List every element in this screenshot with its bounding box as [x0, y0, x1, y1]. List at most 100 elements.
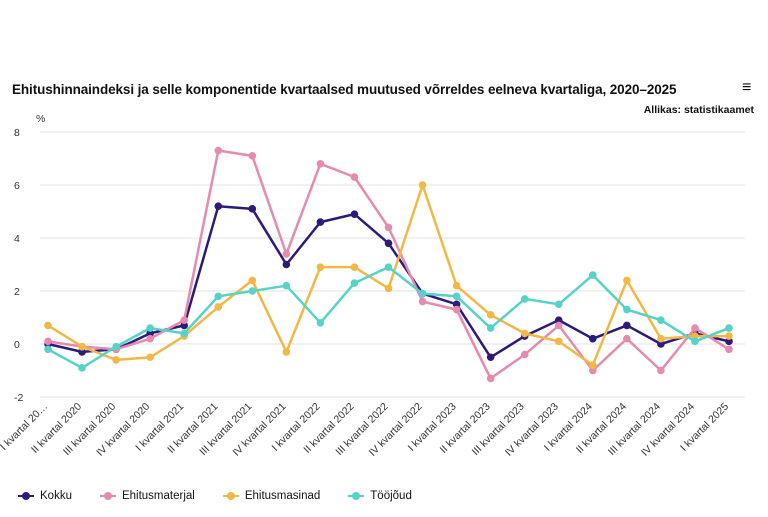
chart-source: Allikas: statistikaamet — [643, 104, 754, 116]
data-point[interactable] — [316, 263, 325, 271]
chart-title: Ehitushinnaindeksi ja selle komponentide… — [12, 82, 677, 97]
data-point[interactable] — [725, 337, 733, 346]
y-axis-unit: % — [36, 113, 45, 125]
legend-item[interactable]: Kokku — [18, 490, 72, 502]
series-Ehitusmaterjal — [44, 146, 733, 383]
data-point[interactable] — [554, 321, 563, 330]
chart-series — [44, 146, 733, 383]
data-point[interactable] — [623, 321, 631, 330]
data-point[interactable] — [452, 281, 461, 290]
data-point[interactable] — [350, 279, 359, 287]
data-point[interactable] — [554, 300, 563, 309]
data-point[interactable] — [44, 321, 52, 330]
data-point[interactable] — [657, 340, 665, 348]
y-tick-label: 2 — [14, 286, 20, 298]
data-point[interactable] — [452, 305, 461, 314]
data-point[interactable] — [350, 173, 359, 181]
data-point[interactable] — [214, 292, 223, 301]
data-point[interactable] — [282, 281, 291, 290]
data-point[interactable] — [384, 223, 393, 232]
data-point[interactable] — [418, 297, 427, 306]
data-point[interactable] — [78, 342, 86, 351]
legend-label: Ehitusmasinad — [244, 490, 321, 502]
data-point[interactable] — [384, 284, 393, 293]
series-Ehitusmasinad — [44, 181, 733, 370]
data-point[interactable] — [146, 329, 154, 338]
data-point[interactable] — [180, 329, 188, 338]
data-point[interactable] — [180, 316, 188, 324]
data-point[interactable] — [691, 337, 699, 346]
data-point[interactable] — [384, 263, 393, 271]
data-point[interactable] — [146, 334, 154, 343]
legend-item[interactable]: Ehitusmaterjal — [99, 490, 195, 502]
data-point[interactable] — [486, 311, 495, 319]
data-point[interactable] — [248, 152, 257, 160]
data-point[interactable] — [146, 353, 154, 362]
data-point[interactable] — [589, 334, 597, 343]
data-point[interactable] — [248, 205, 257, 213]
data-point[interactable] — [486, 353, 495, 362]
data-point[interactable] — [623, 334, 631, 343]
y-tick-label: 6 — [14, 180, 20, 192]
data-point[interactable] — [248, 287, 257, 295]
data-point[interactable] — [623, 276, 631, 285]
data-point[interactable] — [214, 303, 223, 311]
data-point[interactable] — [554, 337, 563, 346]
data-point[interactable] — [44, 345, 52, 354]
data-point[interactable] — [452, 292, 461, 301]
data-point[interactable] — [725, 324, 733, 332]
data-point[interactable] — [282, 260, 291, 269]
legend-swatch-icon — [348, 491, 365, 501]
data-point[interactable] — [316, 160, 325, 168]
data-point[interactable] — [589, 361, 597, 370]
y-tick-label: 0 — [14, 339, 20, 351]
data-point[interactable] — [589, 271, 597, 279]
data-point[interactable] — [418, 181, 427, 189]
data-point[interactable] — [657, 316, 665, 324]
legend-label: Ehitusmaterjal — [121, 490, 195, 502]
legend-item[interactable]: Tööjõud — [348, 490, 412, 502]
data-point[interactable] — [248, 276, 257, 285]
data-point[interactable] — [657, 334, 665, 343]
data-point[interactable] — [112, 356, 120, 364]
y-tick-label: 8 — [14, 127, 20, 139]
data-point[interactable] — [520, 350, 529, 359]
data-point[interactable] — [725, 332, 733, 340]
chart-legend: Kokku Ehitusmaterjal Ehitusmasinad Tööjõud — [18, 490, 440, 502]
hamburger-menu-icon[interactable]: ≡ — [742, 79, 752, 96]
data-point[interactable] — [589, 366, 597, 375]
data-point[interactable] — [657, 366, 665, 375]
legend-swatch-icon — [18, 491, 34, 501]
data-point[interactable] — [691, 324, 699, 332]
data-point[interactable] — [78, 348, 86, 356]
data-point[interactable] — [725, 345, 733, 354]
data-point[interactable] — [146, 324, 154, 332]
data-point[interactable] — [214, 202, 223, 210]
y-axis-ticks: -2 0 2 4 6 8 — [14, 127, 23, 404]
data-point[interactable] — [486, 374, 495, 383]
data-point[interactable] — [452, 300, 461, 309]
data-point[interactable] — [350, 263, 359, 271]
data-point[interactable] — [520, 295, 529, 303]
data-point[interactable] — [623, 305, 631, 314]
data-point[interactable] — [384, 239, 393, 248]
data-point[interactable] — [316, 218, 325, 226]
data-point[interactable] — [282, 348, 291, 356]
data-point[interactable] — [486, 324, 495, 332]
data-point[interactable] — [350, 210, 359, 218]
data-point[interactable] — [282, 250, 291, 258]
data-point[interactable] — [691, 332, 699, 340]
data-point[interactable] — [112, 342, 120, 351]
data-point[interactable] — [180, 321, 188, 330]
data-point[interactable] — [214, 146, 223, 155]
data-point[interactable] — [78, 364, 86, 372]
data-point[interactable] — [316, 319, 325, 327]
data-point[interactable] — [418, 289, 427, 298]
legend-swatch-icon — [99, 491, 116, 501]
legend-item[interactable]: Ehitusmasinad — [222, 490, 321, 502]
data-point[interactable] — [554, 316, 563, 324]
data-point[interactable] — [520, 329, 529, 338]
data-point[interactable] — [44, 337, 52, 346]
